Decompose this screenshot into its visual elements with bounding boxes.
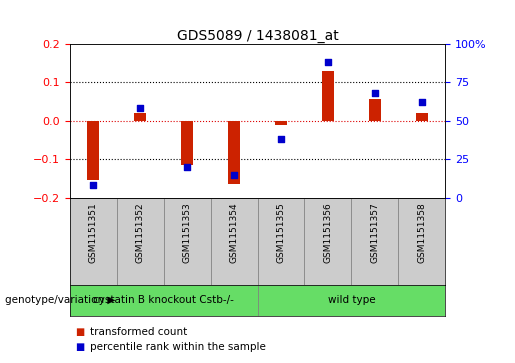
Bar: [87, 121, 99, 180]
Bar: [211, 198, 258, 285]
Bar: [228, 121, 240, 184]
Point: [371, 90, 379, 96]
Point: [277, 136, 285, 142]
Text: GSM1151357: GSM1151357: [370, 202, 380, 263]
Bar: [181, 121, 193, 165]
Bar: [416, 113, 428, 121]
Bar: [322, 70, 334, 121]
Point: [183, 164, 191, 170]
Point: [324, 59, 332, 65]
Point: [136, 105, 144, 111]
Bar: [258, 285, 445, 316]
Bar: [70, 285, 258, 316]
Text: GSM1151358: GSM1151358: [418, 202, 426, 263]
Text: ■: ■: [75, 327, 84, 337]
Point: [418, 99, 426, 105]
Text: GSM1151354: GSM1151354: [230, 202, 238, 263]
Point: [89, 183, 97, 188]
Bar: [399, 198, 445, 285]
Text: GSM1151356: GSM1151356: [323, 202, 333, 263]
Text: cystatin B knockout Cstb-/-: cystatin B knockout Cstb-/-: [93, 295, 234, 305]
Text: wild type: wild type: [328, 295, 375, 305]
Text: percentile rank within the sample: percentile rank within the sample: [90, 342, 266, 352]
Text: ■: ■: [75, 342, 84, 352]
Bar: [352, 198, 399, 285]
Text: GSM1151351: GSM1151351: [89, 202, 97, 263]
Text: transformed count: transformed count: [90, 327, 187, 337]
Bar: [275, 121, 287, 125]
Bar: [134, 113, 146, 121]
Point: [230, 172, 238, 178]
Text: GSM1151352: GSM1151352: [135, 202, 145, 263]
Bar: [258, 198, 304, 285]
Bar: [369, 99, 381, 121]
Text: GSM1151355: GSM1151355: [277, 202, 285, 263]
Text: GSM1151353: GSM1151353: [182, 202, 192, 263]
Text: genotype/variation ▶: genotype/variation ▶: [5, 295, 115, 305]
Title: GDS5089 / 1438081_at: GDS5089 / 1438081_at: [177, 29, 338, 42]
Bar: [70, 198, 116, 285]
Bar: [164, 198, 211, 285]
Bar: [116, 198, 164, 285]
Bar: [304, 198, 352, 285]
